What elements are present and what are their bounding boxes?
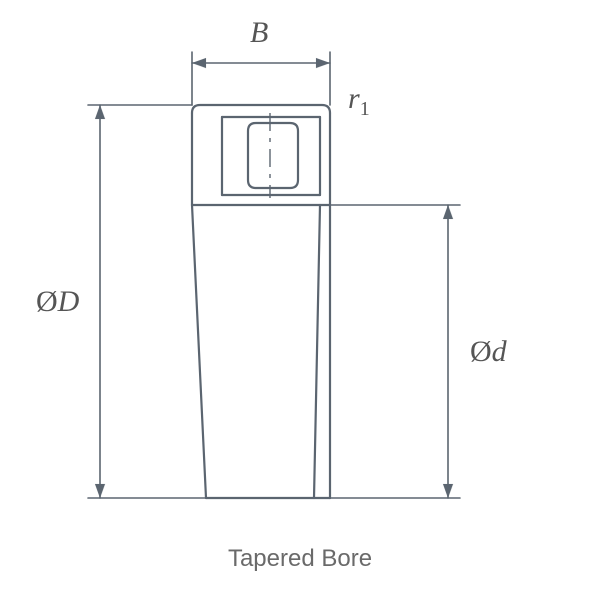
diagram-canvas: B r1 ØD Ød Tapered Bore <box>0 0 600 600</box>
caption: Tapered Bore <box>0 545 600 573</box>
label-r1-sub: 1 <box>360 98 370 120</box>
label-D: ØD <box>36 285 79 319</box>
label-r1: r1 <box>348 82 370 121</box>
label-d: Ød <box>470 335 507 369</box>
label-B: B <box>250 16 268 50</box>
bearing-drawing <box>0 0 600 600</box>
label-r1-r: r <box>348 82 360 115</box>
